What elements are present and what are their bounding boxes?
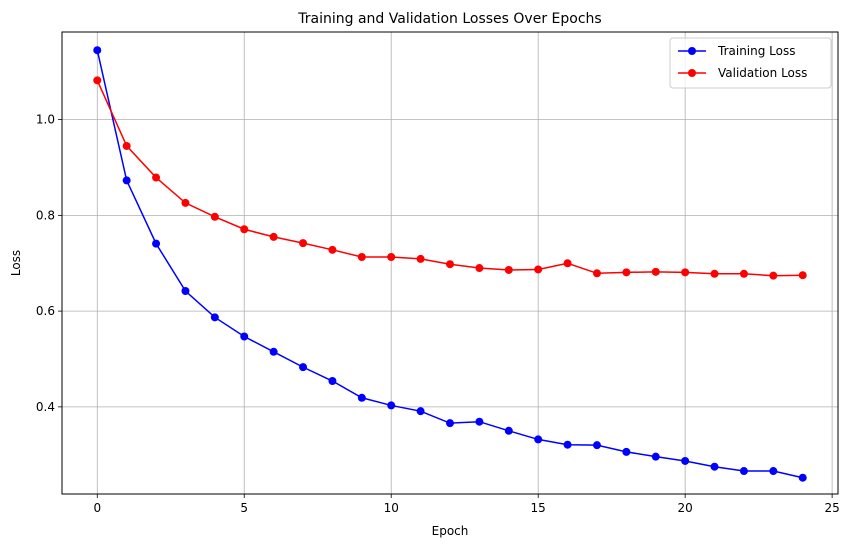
data-point <box>446 419 454 428</box>
data-point <box>93 46 102 55</box>
data-point <box>622 268 631 277</box>
data-point <box>122 141 131 150</box>
data-point <box>210 313 219 322</box>
legend: Training Loss Validation Loss <box>669 37 832 89</box>
data-point <box>152 239 161 248</box>
data-point <box>769 467 778 476</box>
legend-label: Validation Loss <box>718 66 807 80</box>
data-point <box>475 264 484 273</box>
data-point <box>563 440 572 449</box>
data-point <box>651 452 660 461</box>
series-layer <box>93 46 807 482</box>
data-point <box>328 245 337 254</box>
x-tick-label: 15 <box>531 501 546 515</box>
y-tick-label: 0.8 <box>36 208 55 222</box>
plot-frame <box>61 31 839 495</box>
x-axis-label: Epoch <box>432 524 469 538</box>
y-axis: 0.4 0.6 0.8 1.0 <box>36 113 62 414</box>
data-point <box>269 232 278 241</box>
data-point <box>328 377 337 386</box>
x-tick-label: 20 <box>678 501 693 515</box>
data-point <box>93 76 102 85</box>
data-point <box>798 473 807 482</box>
grid <box>62 32 838 494</box>
data-point <box>504 426 513 435</box>
x-axis: 0 5 10 15 20 25 <box>93 494 840 515</box>
data-point <box>592 269 601 278</box>
data-point <box>739 269 748 278</box>
data-point <box>387 401 396 410</box>
data-point <box>710 462 719 471</box>
data-point <box>534 265 543 274</box>
data-point <box>739 467 748 476</box>
data-point <box>622 447 631 456</box>
data-point <box>210 212 219 221</box>
data-point <box>240 225 249 234</box>
data-point <box>357 393 366 402</box>
legend-marker <box>688 47 696 55</box>
y-tick-label: 0.4 <box>36 400 55 414</box>
data-point <box>446 260 454 269</box>
y-axis-label: Loss <box>9 250 23 276</box>
data-point <box>357 253 366 262</box>
legend-label: Training Loss <box>717 44 795 58</box>
data-point <box>152 173 161 182</box>
series-training-loss <box>93 46 807 482</box>
data-point <box>416 407 425 416</box>
data-point <box>798 271 807 280</box>
legend-item: Training Loss <box>678 44 795 58</box>
series-line <box>96 80 803 277</box>
data-point <box>240 332 249 341</box>
x-tick-label: 10 <box>384 501 399 515</box>
legend-item: Validation Loss <box>678 66 807 80</box>
data-point <box>299 239 308 248</box>
data-point <box>269 347 278 356</box>
data-point <box>475 417 484 426</box>
data-point <box>681 456 690 465</box>
chart-title: Training and Validation Losses Over Epoc… <box>297 11 601 27</box>
data-point <box>563 259 572 268</box>
data-point <box>651 267 660 276</box>
y-tick-label: 1.0 <box>36 113 55 127</box>
data-point <box>416 254 425 263</box>
data-point <box>181 198 190 207</box>
data-point <box>387 253 396 262</box>
data-point <box>769 271 778 280</box>
series-validation-loss <box>93 76 807 280</box>
legend-marker <box>688 69 696 77</box>
x-tick-label: 5 <box>240 501 248 515</box>
data-point <box>181 287 190 296</box>
data-point <box>681 268 690 277</box>
data-point <box>710 269 719 278</box>
legend-box <box>669 37 832 89</box>
data-point <box>299 363 308 372</box>
x-tick-label: 25 <box>824 501 839 515</box>
data-point <box>504 265 513 274</box>
x-tick-label: 0 <box>93 501 101 515</box>
data-point <box>534 435 543 444</box>
y-tick-label: 0.6 <box>36 304 55 318</box>
data-point <box>122 176 131 185</box>
data-point <box>592 441 601 450</box>
